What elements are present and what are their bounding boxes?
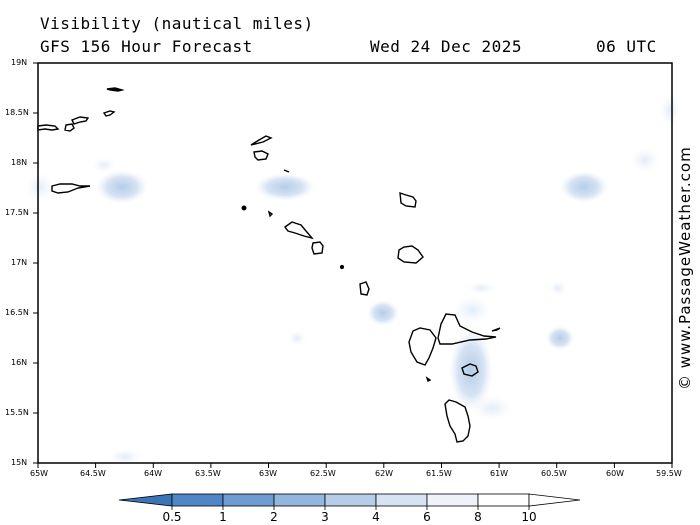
island-dominica — [444, 399, 471, 443]
lon-label: 64W — [144, 469, 163, 478]
lat-label: 16.5N — [5, 308, 29, 317]
forecast-time: 06 UTC — [596, 37, 657, 56]
island-antigua — [397, 245, 424, 264]
legend-label: 3 — [321, 510, 329, 524]
axis-ticks — [33, 62, 673, 468]
island-les-saintes — [425, 376, 432, 382]
legend-label: 6 — [423, 510, 431, 524]
island-statia — [267, 210, 274, 218]
lon-label: 63W — [259, 469, 278, 478]
island-st-martin — [253, 150, 269, 161]
island-st-thomas — [37, 124, 60, 131]
lon-label: 65W — [30, 469, 49, 478]
legend-colorbar — [118, 493, 581, 510]
lat-label: 16N — [11, 358, 28, 367]
island-basse-terre — [408, 327, 437, 366]
lat-label: 15.5N — [5, 408, 29, 417]
legend-label: 1 — [219, 510, 227, 524]
lat-label: 17.5N — [5, 208, 29, 217]
island-grande-terre — [437, 313, 497, 345]
lat-label: 17N — [11, 258, 28, 267]
legend-label: 0.5 — [162, 510, 182, 524]
site-credit: © www.PassageWeather.com — [676, 146, 694, 390]
island-st-barths — [283, 169, 290, 173]
island-virgin-gorda — [102, 110, 116, 117]
lon-label: 62.5W — [310, 469, 336, 478]
island-barbuda — [399, 191, 417, 208]
island-redonda — [339, 264, 345, 270]
map-title: Visibility (nautical miles) — [40, 14, 314, 33]
lon-label: 60W — [606, 469, 625, 478]
lat-label: 18N — [11, 158, 28, 167]
lon-label: 61W — [490, 469, 509, 478]
island-nevis — [311, 241, 324, 255]
forecast-date: Wed 24 Dec 2025 — [370, 37, 522, 56]
island-anguilla — [250, 135, 273, 146]
legend-label: 2 — [270, 510, 278, 524]
lon-label: 62W — [375, 469, 394, 478]
lon-label: 64.5W — [80, 469, 106, 478]
island-la-desirade — [491, 327, 501, 332]
map-frame — [37, 62, 673, 464]
island-anegada — [106, 87, 125, 92]
lon-label: 59.5W — [656, 469, 682, 478]
visibility-shading — [26, 94, 680, 465]
forecast-label: GFS 156 Hour Forecast — [40, 37, 253, 56]
island-tortola — [71, 116, 90, 125]
island-saba — [241, 205, 247, 211]
legend-label: 8 — [474, 510, 482, 524]
island-st-kitts — [284, 221, 314, 240]
legend-label: 10 — [521, 510, 537, 524]
island-marie-galante — [461, 363, 479, 377]
island-st-john — [64, 123, 75, 132]
lat-label: 15N — [11, 458, 28, 467]
island-st-croix — [51, 183, 91, 194]
island-montserrat — [359, 281, 370, 296]
lon-label: 63.5W — [195, 469, 221, 478]
legend-label: 4 — [372, 510, 380, 524]
lat-label: 19N — [11, 58, 28, 67]
lat-label: 18.5N — [5, 108, 29, 117]
lon-label: 61.5W — [426, 469, 452, 478]
lon-label: 60.5W — [541, 469, 567, 478]
coastlines — [37, 87, 501, 443]
